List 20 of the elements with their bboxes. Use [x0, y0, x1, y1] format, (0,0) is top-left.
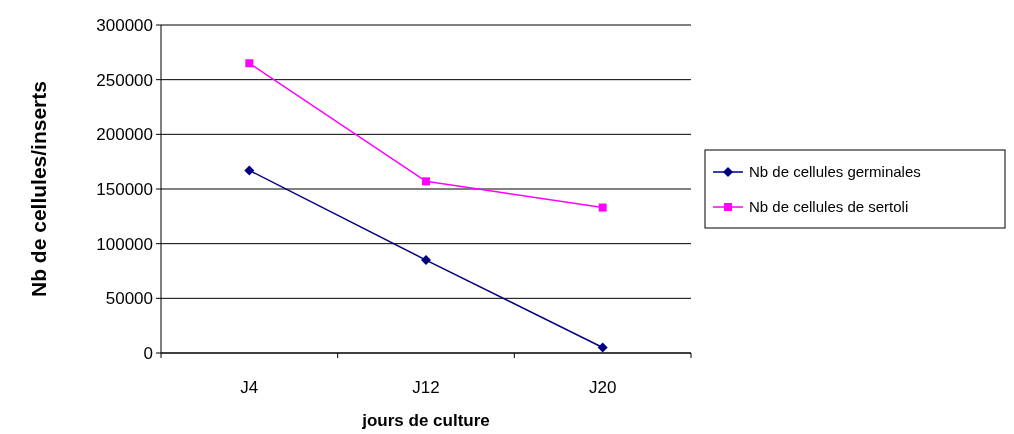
legend-label: Nb de cellules de sertoli — [749, 198, 909, 216]
x-tick-label: J4 — [240, 378, 259, 397]
legend-label: Nb de cellules germinales — [749, 163, 921, 181]
point — [422, 177, 430, 186]
y-tick-label: 150000 — [96, 179, 153, 199]
x-axis-title: jours de culture — [361, 411, 490, 430]
y-tick-label: 250000 — [96, 70, 153, 90]
point — [244, 165, 255, 176]
point — [421, 255, 431, 266]
x-tick-label: J12 — [412, 378, 440, 397]
point — [597, 342, 608, 353]
point — [598, 203, 607, 212]
y-tick-label: 0 — [143, 343, 153, 363]
y-axis-title: Nb de cellules/inserts — [27, 81, 50, 297]
y-tick-label: 300000 — [96, 15, 153, 35]
y-tick-label: 100000 — [96, 234, 153, 254]
point — [245, 59, 254, 68]
y-tick-label: 200000 — [96, 125, 153, 145]
x-tick-label: J20 — [588, 378, 617, 397]
y-tick-label: 50000 — [105, 289, 153, 309]
